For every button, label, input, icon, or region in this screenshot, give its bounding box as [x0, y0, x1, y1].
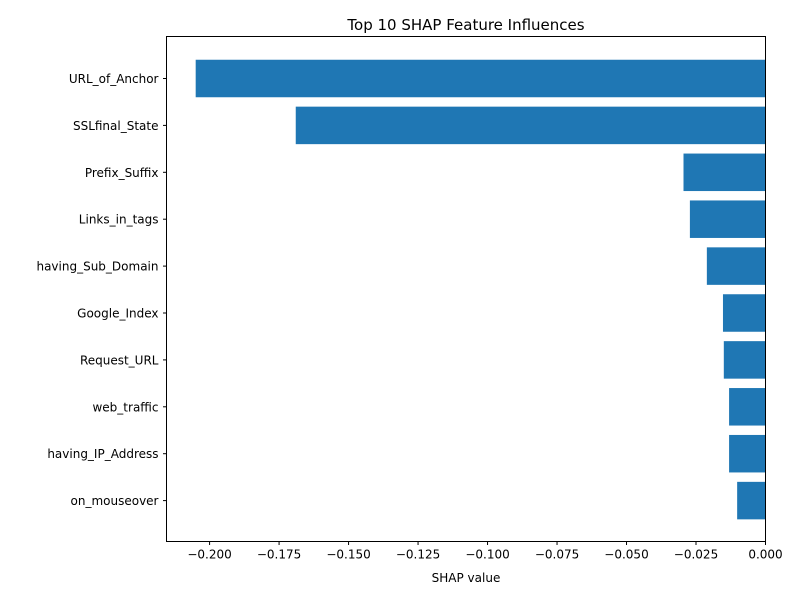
x-axis-label: SHAP value	[432, 571, 501, 585]
y-tick-label: on_mouseover	[71, 494, 159, 508]
y-tick-label: having_Sub_Domain	[36, 260, 158, 274]
x-tick-label: −0.125	[396, 548, 440, 562]
y-tick-label: Prefix_Suffix	[85, 166, 159, 180]
plot-frame	[166, 36, 766, 542]
y-axis-ticks: URL_of_Anchor SSLfinal_State Prefix_Suffix…	[36, 72, 167, 508]
bar-links-in-tags	[689, 200, 766, 238]
chart-title: Top 10 SHAP Feature Influences	[346, 16, 584, 34]
bar-having-sub-domain	[706, 247, 766, 285]
x-tick-label: −0.075	[535, 548, 579, 562]
bar-prefix-suffix	[683, 153, 766, 192]
x-tick-label: −0.200	[187, 548, 231, 562]
x-tick-label: −0.025	[674, 548, 718, 562]
y-tick-label: Google_Index	[77, 307, 158, 321]
bar-request-url	[723, 341, 766, 379]
x-tick-label: −0.150	[326, 548, 370, 562]
bar-web-traffic	[729, 388, 766, 426]
x-tick-label: −0.175	[257, 548, 301, 562]
y-tick-label: web_traffic	[92, 400, 158, 414]
x-axis-ticks: −0.200 −0.175 −0.150 −0.125 −0.100 −0.075 −0.0…	[187, 541, 783, 562]
x-tick-label: −0.100	[465, 548, 509, 562]
bar-url-of-anchor	[195, 59, 766, 98]
y-tick-label: Links_in_tags	[79, 213, 159, 227]
bar-on-mouseover	[737, 481, 766, 520]
x-tick-label: 0.000	[748, 548, 782, 562]
y-tick-label: SSLfinal_State	[73, 119, 159, 133]
bar-sslfinal-state	[295, 106, 766, 145]
bar-google-index	[722, 294, 766, 332]
y-tick-label: having_IP_Address	[47, 447, 158, 461]
bar-having-ip-address	[729, 434, 766, 473]
y-tick-label: Request_URL	[80, 353, 159, 367]
bars-group	[195, 59, 766, 520]
x-tick-label: −0.050	[604, 548, 648, 562]
y-tick-label: URL_of_Anchor	[69, 72, 159, 86]
